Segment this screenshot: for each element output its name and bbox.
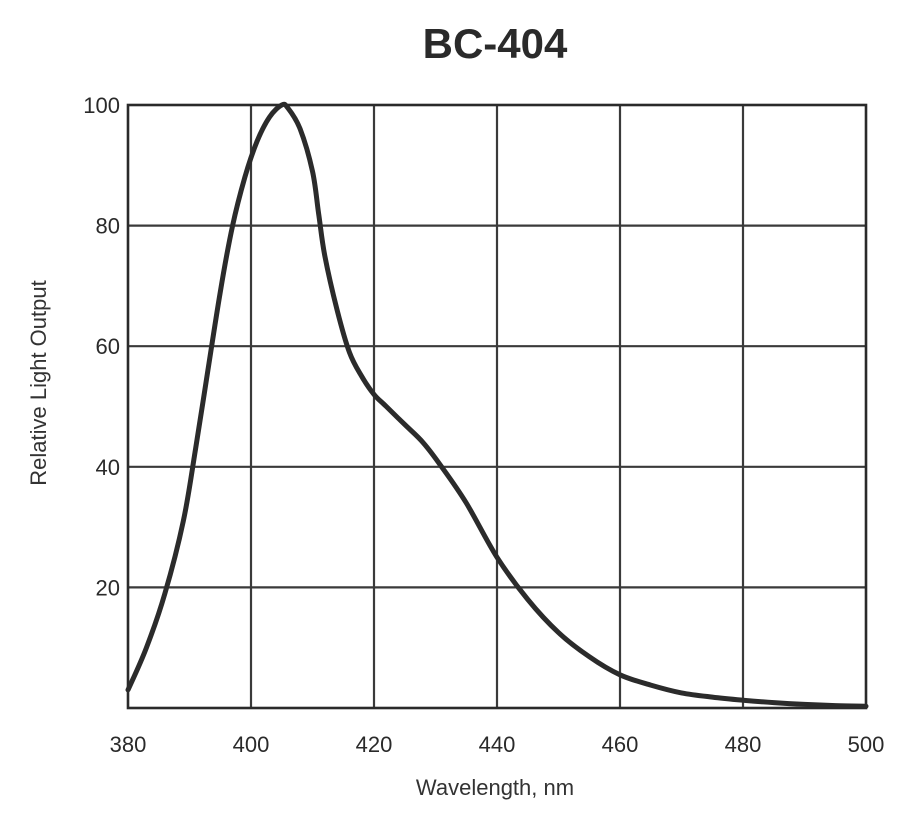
y-tick-label: 100 [83,93,120,118]
y-tick-labels: 20 40 60 80 100 [83,93,120,600]
y-tick-label: 40 [96,455,120,480]
x-tick-label: 480 [725,732,762,757]
y-tick-label: 60 [96,334,120,359]
y-axis-label: Relative Light Output [26,280,51,485]
x-tick-labels: 380 400 420 440 460 480 500 [110,732,885,757]
chart-title: BC-404 [423,20,568,67]
x-tick-label: 500 [848,732,885,757]
x-tick-label: 380 [110,732,147,757]
x-axis-label: Wavelength, nm [416,775,574,800]
x-tick-label: 400 [233,732,270,757]
grid [128,105,866,708]
x-tick-label: 440 [479,732,516,757]
series-line [125,101,869,709]
y-tick-label: 80 [96,214,120,239]
x-tick-label: 460 [602,732,639,757]
x-tick-label: 420 [356,732,393,757]
y-tick-label: 20 [96,575,120,600]
plot-frame [126,103,868,710]
